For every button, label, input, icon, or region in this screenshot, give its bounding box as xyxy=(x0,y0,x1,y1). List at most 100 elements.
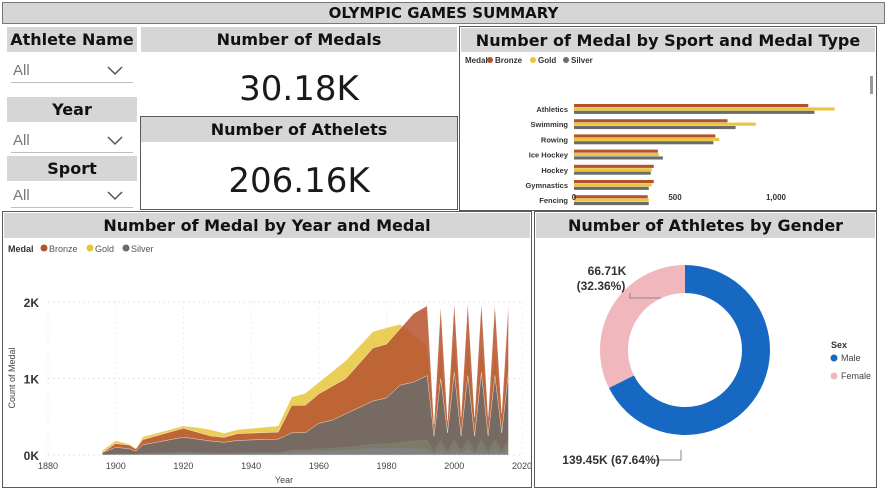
sport-bar-bronze[interactable] xyxy=(574,195,648,199)
sport-dropdown[interactable]: All xyxy=(11,184,133,208)
medals-card-title-box: Number of Medals xyxy=(141,27,457,52)
gender-legend-male: Male xyxy=(841,353,861,363)
year-x-tick: 2020 xyxy=(512,461,531,471)
sport-x-tick: 0 xyxy=(572,193,577,202)
gender-legend-title: Sex xyxy=(831,340,847,350)
year-legend-swatch-gold xyxy=(86,244,94,252)
sport-legend-swatch-silver xyxy=(563,57,569,63)
sport-bar-silver[interactable] xyxy=(574,110,815,114)
sport-medal-chart-title-box: Number of Medal by Sport and Medal Type xyxy=(461,28,875,52)
year-dropdown-value: All xyxy=(13,132,30,149)
sport-legend-swatch-bronze xyxy=(487,57,493,63)
sport-dropdown-value: All xyxy=(13,187,30,204)
year-y-tick: 1K xyxy=(24,373,40,387)
sport-bar-bronze[interactable] xyxy=(574,119,728,123)
sport-chart-scrollbar[interactable] xyxy=(870,76,873,94)
sport-category-label: Rowing xyxy=(541,135,568,144)
year-legend-gold: Gold xyxy=(95,244,114,254)
donut-slice-female[interactable] xyxy=(600,265,685,388)
year-dropdown[interactable]: All xyxy=(11,126,133,153)
gender-chart-title-box: Number of Athletes by Gender xyxy=(536,213,875,238)
sport-x-tick: 500 xyxy=(668,193,682,202)
year-x-tick: 1900 xyxy=(106,461,126,471)
sport-bar-silver[interactable] xyxy=(574,156,663,160)
year-medal-chart: Medal Bronze Gold Silver 0K 1K 2K 1880 1900 19… xyxy=(7,244,531,485)
sport-category-label: Fencing xyxy=(539,196,568,205)
sport-category-label: Athletics xyxy=(536,105,568,114)
male-slice-label: 139.45K (67.64%) xyxy=(562,453,659,467)
year-legend-bronze: Bronze xyxy=(49,244,78,254)
year-y-tick: 0K xyxy=(24,449,40,463)
year-ylabel: Count of Medal xyxy=(7,347,17,408)
sport-category-label: Ice Hockey xyxy=(529,151,569,160)
sport-bar-silver[interactable] xyxy=(574,141,714,145)
year-y-tick: 2K xyxy=(24,296,40,310)
sport-legend-title: Medal xyxy=(465,56,488,65)
donut-slice-male[interactable] xyxy=(608,265,770,435)
sport-x-tick: 1,000 xyxy=(766,193,787,202)
sport-bar-gold[interactable] xyxy=(574,122,756,126)
year-xlabel: Year xyxy=(275,475,293,485)
sport-legend-swatch-gold xyxy=(530,57,536,63)
sport-bar-silver[interactable] xyxy=(574,186,649,190)
sport-legend-bronze: Bronze xyxy=(495,56,523,65)
female-label-leader xyxy=(629,293,661,299)
female-slice-label-value: 66.71K xyxy=(588,264,627,278)
male-label-leader xyxy=(655,450,682,461)
gender-legend-swatch-male xyxy=(830,354,838,362)
sport-bar-silver[interactable] xyxy=(574,202,649,206)
sport-bar-bronze[interactable] xyxy=(574,104,809,108)
sport-bar-bronze[interactable] xyxy=(574,149,658,153)
year-filter-label-box: Year xyxy=(7,97,137,122)
year-x-tick: 2000 xyxy=(444,461,464,471)
sport-medal-chart-panel: Number of Medal by Sport and Medal Type … xyxy=(459,26,877,211)
sport-medal-chart: Medal Bronze Gold Silver Athletics Swimming… xyxy=(465,56,873,206)
dashboard-title-bar: OLYMPIC GAMES SUMMARY xyxy=(2,2,885,24)
sport-bar-bronze[interactable] xyxy=(574,164,654,168)
sport-bar-bronze[interactable] xyxy=(574,180,654,184)
sport-bar-gold[interactable] xyxy=(574,183,652,187)
athletes-card-value: 206.16K xyxy=(228,161,370,201)
sport-filter-label-box: Sport xyxy=(7,156,137,181)
year-x-tick: 1940 xyxy=(241,461,261,471)
female-slice-label-pct: (32.36%) xyxy=(577,279,626,293)
sport-medal-chart-title: Number of Medal by Sport and Medal Type xyxy=(475,30,861,50)
dashboard-title: OLYMPIC GAMES SUMMARY xyxy=(328,4,559,22)
chevron-down-icon xyxy=(107,136,123,146)
sport-bar-gold[interactable] xyxy=(574,153,659,157)
sport-bar-gold[interactable] xyxy=(574,168,652,172)
year-area-silver[interactable] xyxy=(102,372,509,456)
year-x-tick: 1880 xyxy=(38,461,58,471)
gender-chart-panel: Number of Athletes by Gender 66.71K (32.… xyxy=(534,211,877,488)
gender-legend-swatch-female xyxy=(830,372,838,380)
sport-bar-gold[interactable] xyxy=(574,137,720,141)
sport-category-label: Swimming xyxy=(530,120,568,129)
medals-card: Number of Medals 30.18K xyxy=(140,26,458,116)
year-legend-title: Medal xyxy=(8,244,34,254)
chevron-down-icon xyxy=(107,66,123,76)
sport-bar-silver[interactable] xyxy=(574,126,736,130)
year-x-tick: 1980 xyxy=(377,461,397,471)
sport-legend-gold: Gold xyxy=(538,56,556,65)
athlete-name-dropdown[interactable]: All xyxy=(11,56,133,83)
sport-legend-silver: Silver xyxy=(571,56,593,65)
year-medal-chart-panel: Number of Medal by Year and Medal Medal … xyxy=(2,211,532,488)
gender-donut-chart: 66.71K (32.36%) 139.45K (67.64%) Sex Mal… xyxy=(562,264,871,467)
gender-legend-female: Female xyxy=(841,371,871,381)
sport-bar-gold[interactable] xyxy=(574,198,649,202)
athlete-name-dropdown-value: All xyxy=(13,62,30,79)
chevron-down-icon xyxy=(107,191,123,201)
year-medal-chart-title: Number of Medal by Year and Medal xyxy=(103,216,431,235)
athletes-card: Number of Athelets 206.16K xyxy=(140,116,458,210)
sport-category-label: Hockey xyxy=(541,166,569,175)
year-x-tick: 1960 xyxy=(309,461,329,471)
year-legend-swatch-bronze xyxy=(40,244,48,252)
sport-bar-bronze[interactable] xyxy=(574,134,716,138)
year-legend-silver: Silver xyxy=(131,244,154,254)
medals-card-value: 30.18K xyxy=(239,69,359,109)
year-medal-chart-title-box: Number of Medal by Year and Medal xyxy=(4,213,530,238)
sport-bar-silver[interactable] xyxy=(574,171,651,175)
athletes-card-title-box: Number of Athelets xyxy=(141,117,457,142)
sport-bar-gold[interactable] xyxy=(574,107,835,111)
year-filter-label: Year xyxy=(52,100,92,119)
